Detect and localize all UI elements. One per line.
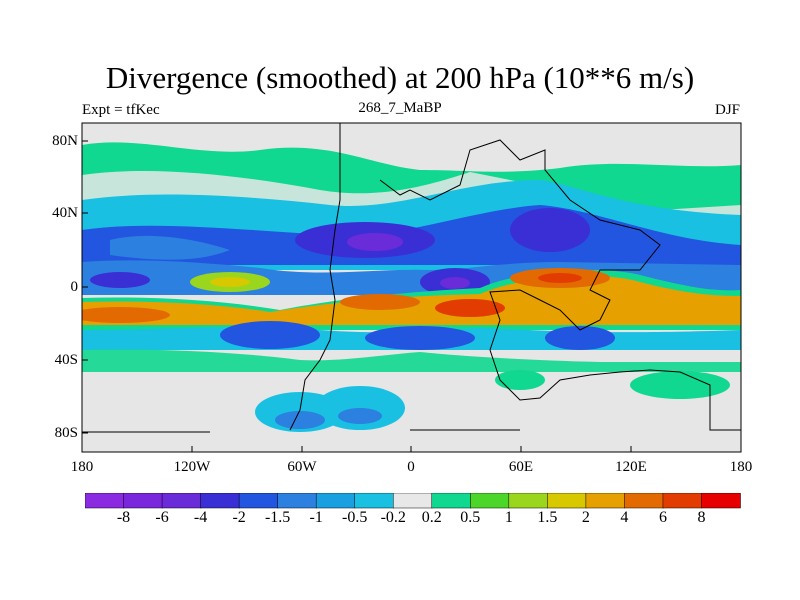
lat-label-0: 0 (70, 279, 79, 295)
colorbar-tick-label: -8 (116, 509, 131, 526)
lat-label-80n: 80N (52, 133, 78, 149)
lon-label-180e: 180 (729, 459, 753, 475)
colorbar-swatch (277, 493, 317, 509)
colorbar-tick-label: -6 (155, 509, 169, 526)
colorbar-swatch (701, 493, 741, 509)
season-label: DJF (714, 102, 740, 118)
lat-label-40n: 40N (52, 205, 78, 221)
lon-label-60w: 60W (287, 459, 317, 475)
continent-outlines (82, 123, 741, 433)
colorbar-tick-label: 1 (504, 509, 513, 526)
colorbar-tick-label: 6 (658, 509, 667, 526)
colorbar-tick-label: 4 (620, 509, 629, 526)
lon-label-60e: 60E (508, 459, 534, 475)
colorbar-swatch (238, 493, 279, 509)
lon-label-180w: 180 (70, 459, 94, 475)
colorbar-swatch (123, 493, 163, 509)
lon-label-120w: 120W (173, 459, 211, 475)
colorbar (85, 493, 741, 509)
colorbar-tick-label: -0.2 (380, 509, 406, 526)
lon-label-0: 0 (407, 459, 415, 475)
run-label: 268_7_MaBP (358, 100, 442, 116)
colorbar-tick-label: 1.5 (537, 509, 558, 526)
colorbar-tick-label: -1 (309, 509, 323, 526)
lon-label-120e: 120E (615, 459, 647, 475)
colorbar-swatch (315, 493, 356, 509)
plot-title: Divergence (smoothed) at 200 hPa (10**6 … (105, 60, 695, 95)
colorbar-swatch (85, 493, 125, 509)
colorbar-tick-label: 0.5 (460, 509, 481, 526)
colorbar-swatch (470, 493, 510, 509)
colorbar-swatch (161, 493, 202, 509)
lat-label-80s: 80S (54, 425, 78, 441)
colorbar-swatch (662, 493, 703, 509)
lat-label-40s: 40S (54, 352, 78, 368)
colorbar-tick-label: -4 (193, 509, 208, 526)
colorbar-swatch (508, 493, 549, 509)
colorbar-swatch (200, 493, 240, 509)
colorbar-tick-label: -1.5 (264, 509, 291, 526)
colorbar-swatch (354, 493, 394, 509)
colorbar-tick-label: -0.5 (342, 509, 368, 526)
colorbar-tick-label: -2 (232, 509, 246, 526)
colorbar-swatch (392, 493, 433, 509)
colorbar-tick-label: 8 (697, 509, 706, 526)
colorbar-swatch (624, 493, 664, 509)
axis-ticks (81, 140, 742, 452)
colorbar-swatch (585, 493, 626, 509)
colorbar-swatch (547, 493, 587, 509)
colorbar-tick-label: 0.2 (421, 509, 442, 526)
colorbar-tick-label: 2 (581, 509, 590, 526)
divergence-field (82, 123, 741, 452)
experiment-label: Expt = tfKec (82, 102, 160, 118)
colorbar-swatch (431, 493, 472, 509)
